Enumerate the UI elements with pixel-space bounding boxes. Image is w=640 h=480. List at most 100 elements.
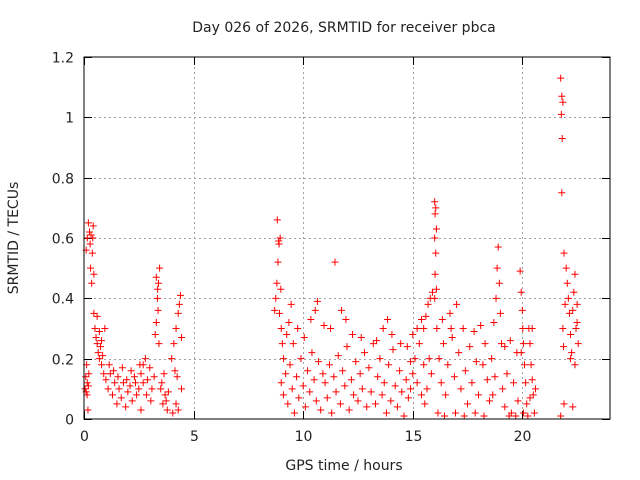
data-point bbox=[350, 391, 358, 399]
data-point bbox=[276, 234, 284, 242]
data-point bbox=[155, 279, 163, 287]
data-point bbox=[448, 334, 456, 342]
data-point bbox=[501, 343, 509, 351]
data-point bbox=[434, 409, 442, 417]
data-point bbox=[98, 361, 106, 369]
data-point bbox=[319, 370, 327, 378]
data-point bbox=[152, 273, 160, 281]
data-point bbox=[398, 388, 406, 396]
data-point bbox=[158, 379, 166, 387]
data-point bbox=[339, 367, 347, 375]
data-point bbox=[369, 340, 377, 348]
data-point bbox=[330, 373, 338, 381]
data-point bbox=[477, 321, 485, 329]
data-point bbox=[499, 385, 507, 393]
data-point bbox=[304, 367, 312, 375]
data-point bbox=[289, 340, 297, 348]
data-point bbox=[559, 98, 567, 106]
data-point bbox=[94, 349, 102, 357]
data-point bbox=[83, 379, 91, 387]
data-point bbox=[354, 397, 362, 405]
data-point bbox=[435, 355, 443, 363]
data-point bbox=[376, 355, 384, 363]
data-point bbox=[87, 231, 95, 239]
data-point bbox=[565, 309, 573, 317]
data-point bbox=[460, 412, 468, 420]
data-point bbox=[174, 309, 182, 317]
data-point bbox=[295, 394, 303, 402]
data-point bbox=[334, 352, 342, 360]
data-point bbox=[300, 334, 308, 342]
data-point bbox=[492, 294, 500, 302]
data-point bbox=[306, 388, 314, 396]
data-point bbox=[432, 285, 440, 293]
data-point bbox=[431, 210, 439, 218]
data-point bbox=[341, 382, 349, 390]
data-point bbox=[148, 385, 156, 393]
data-point bbox=[90, 270, 98, 278]
data-point bbox=[382, 409, 390, 417]
data-point bbox=[137, 406, 145, 414]
data-point bbox=[313, 297, 321, 305]
data-point bbox=[102, 376, 110, 384]
data-point bbox=[432, 225, 440, 233]
data-point bbox=[323, 394, 331, 402]
data-point bbox=[529, 391, 537, 399]
data-point bbox=[388, 331, 396, 339]
data-point bbox=[389, 346, 397, 354]
data-point bbox=[273, 216, 281, 224]
data-point bbox=[569, 403, 577, 411]
data-point bbox=[558, 189, 566, 197]
data-point bbox=[526, 394, 534, 402]
data-point bbox=[380, 379, 388, 387]
data-point bbox=[84, 219, 92, 227]
data-point bbox=[455, 349, 463, 357]
data-point bbox=[464, 400, 472, 408]
data-point bbox=[437, 379, 445, 387]
data-point bbox=[93, 312, 101, 320]
data-point bbox=[530, 409, 538, 417]
x-tick-label: 0 bbox=[80, 429, 89, 445]
data-point bbox=[277, 285, 285, 293]
data-point bbox=[130, 373, 138, 381]
data-point bbox=[358, 385, 366, 393]
data-point bbox=[447, 325, 455, 332]
data-point bbox=[422, 312, 430, 320]
data-point bbox=[488, 355, 496, 363]
data-point bbox=[415, 340, 423, 348]
data-point bbox=[352, 358, 360, 366]
data-point bbox=[279, 391, 287, 399]
data-point bbox=[279, 355, 287, 363]
data-point bbox=[371, 400, 379, 408]
data-point bbox=[444, 361, 452, 369]
data-point bbox=[137, 370, 145, 378]
data-point bbox=[569, 306, 577, 314]
data-point bbox=[282, 370, 290, 378]
data-point bbox=[428, 288, 436, 296]
data-point bbox=[503, 370, 511, 378]
data-point bbox=[433, 325, 441, 332]
y-tick-label: 1.2 bbox=[52, 51, 74, 67]
data-point bbox=[510, 379, 518, 387]
data-point bbox=[567, 355, 575, 363]
data-point bbox=[451, 409, 459, 417]
data-point bbox=[450, 373, 458, 381]
data-point bbox=[156, 264, 164, 272]
data-point bbox=[327, 325, 335, 332]
data-point bbox=[139, 361, 147, 369]
data-point bbox=[164, 388, 172, 396]
data-point bbox=[147, 397, 155, 405]
data-point bbox=[168, 355, 176, 363]
data-point bbox=[274, 258, 282, 266]
y-tick-label: 1 bbox=[65, 111, 74, 127]
data-point bbox=[89, 234, 97, 242]
data-point bbox=[441, 412, 449, 420]
data-point bbox=[172, 400, 180, 408]
x-tick-label: 15 bbox=[405, 429, 423, 445]
data-point bbox=[88, 249, 96, 257]
data-point bbox=[91, 325, 99, 332]
data-point bbox=[531, 385, 539, 393]
data-point bbox=[409, 370, 417, 378]
data-point bbox=[139, 379, 147, 387]
